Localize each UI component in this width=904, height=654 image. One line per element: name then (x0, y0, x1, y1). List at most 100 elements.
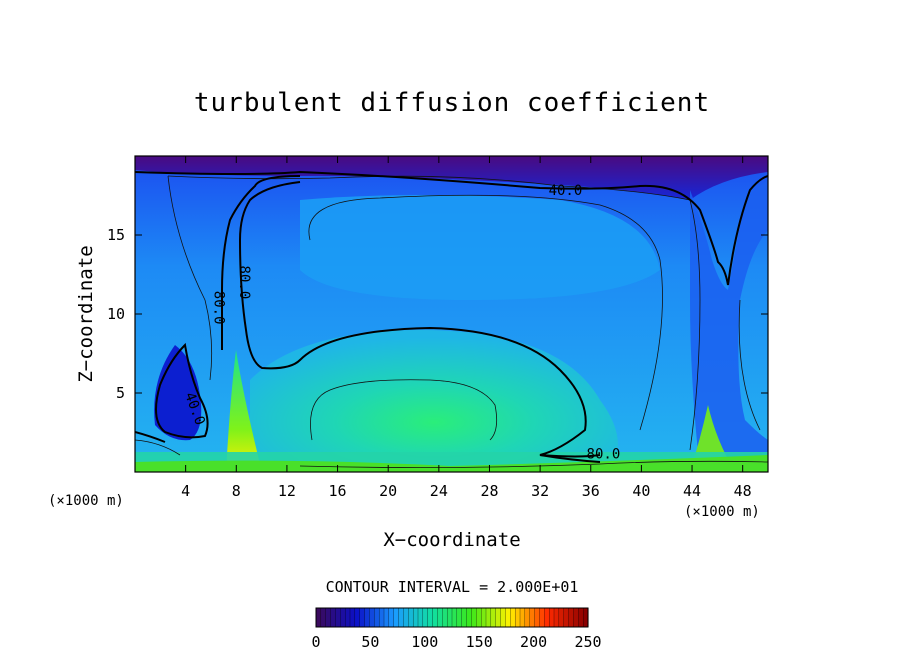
x-tick-label: 20 (379, 482, 397, 500)
colorbar-tick-label: 150 (466, 633, 493, 651)
colorbar-cell (563, 607, 570, 628)
colorbar-cell (340, 607, 346, 628)
colorbar-cell (369, 607, 375, 628)
contour-80-loop (238, 181, 601, 458)
colorbar-cell (548, 607, 555, 628)
colorbar-cell (505, 607, 511, 628)
contour-40-left (155, 342, 209, 439)
colorbar-tick-label: 250 (574, 633, 601, 651)
y-tick-label: 5 (116, 384, 125, 402)
colorbar-cell (471, 607, 477, 628)
colorbar-cell (432, 607, 438, 628)
colorbar-cell (519, 607, 526, 628)
x-tick-label: 28 (480, 482, 498, 500)
colorbar-cell (359, 607, 366, 628)
colorbar-tick-label: 0 (311, 633, 320, 651)
x-tick-label: 24 (430, 482, 448, 500)
colorbar-cell (529, 607, 536, 628)
y-tick-label: 15 (107, 226, 125, 244)
colorbar-cell (446, 607, 453, 628)
x-tick-label: 48 (734, 482, 752, 500)
colorbar-cell (315, 607, 322, 628)
contour-thin-blob (310, 379, 498, 441)
colorbar-cell (461, 607, 468, 628)
colorbar-cell (573, 607, 579, 628)
colorbar: 0 50 100 150 200 250 (311, 607, 602, 651)
contour-label: 80.0 (236, 266, 252, 300)
x-tick-label: 32 (531, 482, 549, 500)
colorbar-cell (553, 607, 560, 628)
upper-light-core (300, 195, 660, 300)
colorbar-cell (495, 607, 502, 628)
colorbar-cell (417, 607, 424, 628)
contour-thin-ground (135, 439, 768, 468)
colorbar-cell (539, 607, 545, 628)
top-dark-band (135, 156, 768, 200)
x-unit-right: (×1000 m) (684, 504, 760, 520)
x-tick-label: 8 (232, 482, 241, 500)
contour-40-top (135, 170, 768, 286)
x-tick-label: 16 (329, 482, 347, 500)
right-plume (690, 180, 768, 472)
colorbar-cell (558, 607, 565, 628)
colorbar-cell (354, 607, 361, 628)
colorbar-cell (524, 607, 531, 628)
colorbar-cell (437, 607, 443, 628)
colorbar-cell (374, 607, 380, 628)
heatmap-field (135, 156, 768, 472)
contour-interval-note: CONTOUR INTERVAL = 2.000E+01 (326, 578, 579, 596)
x-tick-label: 12 (278, 482, 296, 500)
colorbar-frame (315, 607, 589, 628)
title-group: turbulent diffusion coefficient (194, 88, 710, 118)
colorbar-cell (514, 607, 521, 628)
colorbar-tick-label: 100 (411, 633, 438, 651)
colorbar-cell (427, 607, 434, 628)
colorbar-cell (422, 607, 429, 628)
contour-label: 80.0 (587, 447, 621, 463)
contour-thin-right (738, 299, 761, 431)
colorbar-cell (320, 607, 327, 628)
colorbar-cell (335, 607, 341, 628)
contour-label: 80.0 (211, 291, 227, 325)
lower-blob (250, 330, 618, 472)
colorbar-cell (456, 607, 463, 628)
chart-title: turbulent diffusion coefficient (194, 88, 710, 118)
ground-green (135, 455, 768, 472)
contour-thin-inner (308, 194, 663, 431)
x-tick-label: 4 (181, 482, 190, 500)
colorbar-cell (485, 607, 492, 628)
left-spike (226, 350, 262, 472)
colorbar-cell (534, 607, 540, 628)
contour-label: 40.0 (549, 183, 583, 199)
colorbar-cell (344, 607, 351, 628)
colorbar-cell (398, 607, 404, 628)
contour-80-left (221, 175, 301, 350)
colorbar-cell (325, 607, 332, 628)
y-axis-label: Z−coordinate (75, 245, 97, 382)
colorbar-cell (403, 607, 409, 628)
colorbar-cell (412, 607, 419, 628)
colorbar-cell (442, 607, 448, 628)
colorbar-cell (378, 607, 385, 628)
colorbar-tick-label: 200 (520, 633, 547, 651)
colorbar-cell (578, 607, 584, 628)
y-tick-label: 10 (107, 305, 125, 323)
x-axis-label: X−coordinate (383, 529, 520, 551)
x-unit-left: (×1000 m) (48, 493, 124, 509)
colorbar-cell (383, 607, 390, 628)
colorbar-cell (500, 607, 506, 628)
colorbar-cell (451, 607, 458, 628)
x-tick-label: 40 (632, 482, 650, 500)
colorbar-cell (544, 607, 550, 628)
colorbar-cell (568, 607, 574, 628)
x-tick-label: 36 (582, 482, 600, 500)
colorbar-cell (466, 607, 472, 628)
contour-80-bottom (135, 431, 601, 463)
contour-thin-left (167, 175, 213, 381)
colorbar-cell (330, 607, 336, 628)
colorbar-cell (480, 607, 487, 628)
colorbar-cell (490, 607, 497, 628)
colorbar-cell (364, 607, 370, 628)
